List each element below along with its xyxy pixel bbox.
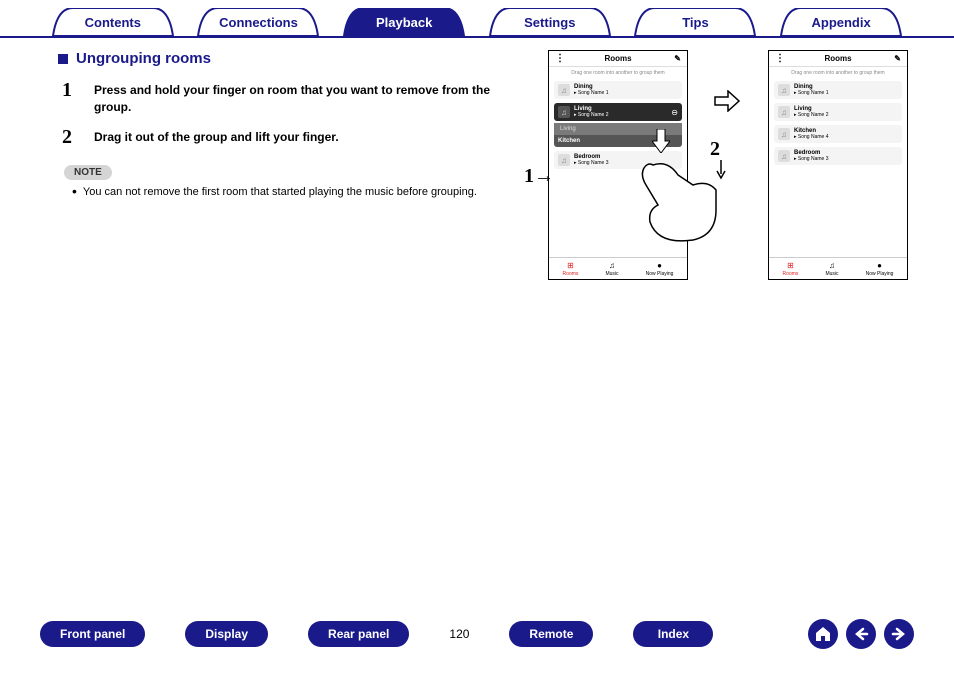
note-bullet: • You can not remove the first room that… xyxy=(72,186,498,198)
page-content: Ungrouping rooms 1 Press and hold your f… xyxy=(0,38,954,310)
step-number: 2 xyxy=(62,126,78,149)
phone-after: ⋮ Rooms ✎ Drag one room into another to … xyxy=(768,50,908,280)
edit-icon: ✎ xyxy=(894,54,901,63)
square-bullet-icon xyxy=(58,54,68,64)
room-song: ▸ Song Name 1 xyxy=(574,91,608,97)
tab-contents[interactable]: Contents xyxy=(43,8,183,36)
room-song: ▸ Song Name 2 xyxy=(574,113,608,119)
room-song: ▸ Song Name 4 xyxy=(794,135,828,141)
room-row: ♫ Living ▸ Song Name 2 xyxy=(774,103,902,121)
tab-label: Tips xyxy=(682,15,709,30)
note-badge: NOTE xyxy=(64,165,112,180)
settings-dots-icon: ⋮ xyxy=(775,53,785,64)
rooms-icon: ⊞ xyxy=(787,261,794,270)
tab-connections[interactable]: Connections xyxy=(188,8,328,36)
footer-rooms: ⊞Rooms xyxy=(783,261,799,277)
prev-button[interactable] xyxy=(846,619,876,649)
room-row: ♫ Dining ▸ Song Name 1 xyxy=(774,81,902,99)
tab-label: Contents xyxy=(85,15,141,30)
home-icon xyxy=(814,625,832,643)
edit-icon: ✎ xyxy=(674,54,681,63)
footer-rooms: ⊞Rooms xyxy=(563,261,579,277)
minus-icon: ⊖ xyxy=(671,108,678,117)
music-icon: ♫ xyxy=(609,261,615,270)
section-title: Ungrouping rooms xyxy=(58,50,498,67)
tab-label: Appendix xyxy=(811,15,870,30)
tab-label: Settings xyxy=(524,15,575,30)
phone-footer: ⊞Rooms ♫Music ●Now Playing xyxy=(769,257,907,279)
music-note-icon: ♫ xyxy=(778,84,790,96)
section-title-text: Ungrouping rooms xyxy=(76,50,211,67)
down-arrow-icon xyxy=(716,160,726,180)
room-song: ▸ Song Name 1 xyxy=(794,91,828,97)
music-note-icon: ♫ xyxy=(778,106,790,118)
page-number: 120 xyxy=(449,627,469,641)
step-text: Press and hold your finger on room that … xyxy=(94,79,498,116)
remote-button[interactable]: Remote xyxy=(509,621,593,647)
music-icon: ♫ xyxy=(829,261,835,270)
arrow-right-icon xyxy=(891,626,907,642)
room-name: Kitchen xyxy=(558,138,580,144)
rooms-icon: ⊞ xyxy=(567,261,574,270)
phone-title: Rooms xyxy=(824,54,851,63)
nav-icons xyxy=(808,619,914,649)
settings-dots-icon: ⋮ xyxy=(555,53,565,64)
phone-hint: Drag one room into another to group them xyxy=(549,67,687,79)
phone-title: Rooms xyxy=(604,54,631,63)
top-tabs: Contents Connections Playback Settings T… xyxy=(0,0,954,38)
room-row: ♫ Bedroom ▸ Song Name 3 xyxy=(774,147,902,165)
front-panel-button[interactable]: Front panel xyxy=(40,621,145,647)
tab-playback[interactable]: Playback xyxy=(334,8,474,36)
tab-label: Playback xyxy=(376,15,432,30)
footer-music: ♫Music xyxy=(605,261,618,277)
room-row-selected: ♫ Living ▸ Song Name 2 ⊖ xyxy=(554,103,682,121)
room-row-grouped: Kitchen xyxy=(554,135,682,147)
tab-label: Connections xyxy=(219,15,298,30)
music-note-icon: ♫ xyxy=(778,150,790,162)
phone-header: ⋮ Rooms ✎ xyxy=(769,51,907,67)
tab-tips[interactable]: Tips xyxy=(625,8,765,36)
phone-header: ⋮ Rooms ✎ xyxy=(549,51,687,67)
nowplaying-icon: ● xyxy=(657,261,662,270)
bottom-nav: Front panel Display Rear panel 120 Remot… xyxy=(0,619,954,649)
step-1: 1 Press and hold your finger on room tha… xyxy=(62,79,498,116)
nowplaying-icon: ● xyxy=(877,261,882,270)
tab-appendix[interactable]: Appendix xyxy=(771,8,911,36)
footer-nowplaying: ●Now Playing xyxy=(646,261,674,277)
music-note-icon: ♫ xyxy=(558,106,570,118)
note-text: You can not remove the first room that s… xyxy=(83,186,477,198)
drag-down-arrow-icon xyxy=(652,129,670,153)
tab-settings[interactable]: Settings xyxy=(480,8,620,36)
phone-hint: Drag one room into another to group them xyxy=(769,67,907,79)
arrow-right-outline-icon xyxy=(714,90,740,112)
callout-1: 1→ xyxy=(524,165,554,188)
footer-nowplaying: ●Now Playing xyxy=(866,261,894,277)
music-note-icon: ♫ xyxy=(778,128,790,140)
rear-panel-button[interactable]: Rear panel xyxy=(308,621,409,647)
room-song: ▸ Song Name 3 xyxy=(794,157,828,163)
illustration-area: ⋮ Rooms ✎ Drag one room into another to … xyxy=(518,50,914,310)
room-row: ♫ Kitchen ▸ Song Name 4 xyxy=(774,125,902,143)
music-note-icon: ♫ xyxy=(558,84,570,96)
room-row: ♫ Dining ▸ Song Name 1 xyxy=(554,81,682,99)
room-song: ▸ Song Name 2 xyxy=(794,113,828,119)
bullet-dot-icon: • xyxy=(72,186,77,198)
index-button[interactable]: Index xyxy=(633,621,713,647)
home-button[interactable] xyxy=(808,619,838,649)
left-column: Ungrouping rooms 1 Press and hold your f… xyxy=(58,50,498,310)
callout-2: 2 xyxy=(710,138,720,161)
arrow-left-icon xyxy=(853,626,869,642)
step-number: 1 xyxy=(62,79,78,116)
display-button[interactable]: Display xyxy=(185,621,268,647)
step-text: Drag it out of the group and lift your f… xyxy=(94,126,498,149)
music-note-icon: ♫ xyxy=(558,154,570,166)
next-button[interactable] xyxy=(884,619,914,649)
finger-drag-icon xyxy=(638,160,718,250)
footer-music: ♫Music xyxy=(825,261,838,277)
phone-footer: ⊞Rooms ♫Music ●Now Playing xyxy=(549,257,687,279)
step-2: 2 Drag it out of the group and lift your… xyxy=(62,126,498,149)
room-song: ▸ Song Name 3 xyxy=(574,161,608,167)
